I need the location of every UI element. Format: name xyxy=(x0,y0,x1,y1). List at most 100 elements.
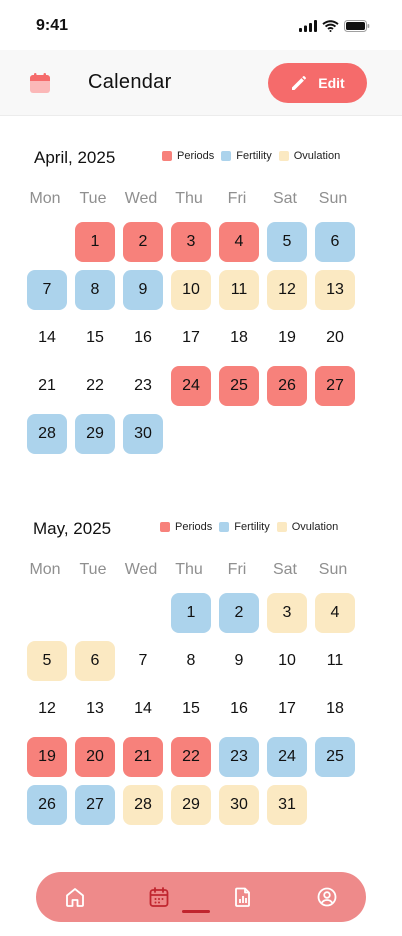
month-may: May, 2025 Periods Fertility Ovulation Mo… xyxy=(0,519,402,839)
calendar-day[interactable]: 18 xyxy=(230,329,248,346)
weekday-label: Mon xyxy=(29,190,61,207)
calendar-day[interactable]: 4 xyxy=(315,593,355,633)
calendar-day[interactable]: 23 xyxy=(134,377,152,394)
status-time: 9:41 xyxy=(36,17,69,34)
legend-fertility-label: Fertility xyxy=(234,521,270,533)
calendar-icon xyxy=(149,887,169,907)
calendar-day[interactable]: 29 xyxy=(171,785,211,825)
status-icons xyxy=(299,20,370,32)
calendar-day[interactable]: 11 xyxy=(326,652,344,669)
month-april: April, 2025 Periods Fertility Ovulation … xyxy=(0,148,402,468)
calendar-day[interactable]: 12 xyxy=(38,700,56,717)
calendar-day[interactable]: 11 xyxy=(219,270,259,310)
weekday-label: Sat xyxy=(272,561,297,578)
calendar-day[interactable]: 27 xyxy=(315,366,355,406)
calendar-day[interactable]: 29 xyxy=(75,414,115,454)
weekday-label: Mon xyxy=(29,561,61,578)
legend-periods: Periods xyxy=(162,150,214,162)
legend: Periods Fertility Ovulation xyxy=(162,150,340,162)
calendar-day[interactable]: 14 xyxy=(38,329,56,346)
calendar-day[interactable]: 19 xyxy=(278,329,296,346)
calendar-day[interactable]: 2 xyxy=(123,222,163,262)
calendar-day[interactable]: 23 xyxy=(219,737,259,777)
weekday-label: Wed xyxy=(124,190,158,207)
calendar-day[interactable]: 17 xyxy=(182,329,200,346)
calendar-day[interactable]: 20 xyxy=(326,329,344,346)
edit-button-label: Edit xyxy=(318,75,345,91)
calendar-day[interactable]: 28 xyxy=(27,414,67,454)
calendar-day[interactable]: 2 xyxy=(219,593,259,633)
calendar-day[interactable]: 22 xyxy=(86,377,104,394)
calendar-day[interactable]: 28 xyxy=(123,785,163,825)
legend-ovulation: Ovulation xyxy=(278,150,341,162)
weekday-label: Tue xyxy=(79,561,107,578)
nav-active-indicator xyxy=(182,910,210,913)
calendar-day[interactable]: 1 xyxy=(171,593,211,633)
calendar-day[interactable]: 15 xyxy=(182,700,200,717)
calendar-day[interactable]: 13 xyxy=(86,700,104,717)
home-icon xyxy=(66,888,84,907)
calendar-day[interactable]: 21 xyxy=(38,377,56,394)
legend-ovulation-label: Ovulation xyxy=(291,521,339,533)
calendar-day[interactable]: 7 xyxy=(138,652,148,669)
edit-button[interactable]: Edit xyxy=(268,63,367,103)
nav-report[interactable] xyxy=(231,885,255,909)
calendar-day[interactable]: 9 xyxy=(234,652,244,669)
calendar-day[interactable]: 12 xyxy=(267,270,307,310)
calendar-day[interactable]: 14 xyxy=(134,700,152,717)
legend-fertility: Fertility xyxy=(221,150,272,162)
weekday-label: Fri xyxy=(227,190,247,207)
page-title: Calendar xyxy=(88,71,172,93)
calendar-day[interactable]: 7 xyxy=(27,270,67,310)
calendar-day[interactable]: 4 xyxy=(219,222,259,262)
legend-ovulation-label: Ovulation xyxy=(293,150,341,162)
calendar-day[interactable]: 13 xyxy=(315,270,355,310)
calendar-day[interactable]: 16 xyxy=(134,329,152,346)
calendar-day[interactable]: 17 xyxy=(278,700,296,717)
bottom-nav xyxy=(36,872,366,922)
calendar-day[interactable]: 24 xyxy=(267,737,307,777)
calendar-day[interactable]: 25 xyxy=(219,366,259,406)
fertility-swatch xyxy=(221,151,232,161)
legend-fertility: Fertility xyxy=(219,521,270,533)
calendar-day[interactable]: 3 xyxy=(171,222,211,262)
weekday-label: Tue xyxy=(79,190,107,207)
report-icon xyxy=(235,887,250,907)
calendar-day[interactable]: 30 xyxy=(123,414,163,454)
calendar-day[interactable]: 31 xyxy=(267,785,307,825)
nav-home[interactable] xyxy=(63,885,87,909)
calendar-day[interactable]: 30 xyxy=(219,785,259,825)
nav-profile[interactable] xyxy=(315,885,339,909)
calendar-day[interactable]: 9 xyxy=(123,270,163,310)
calendar-day[interactable]: 15 xyxy=(86,329,104,346)
calendar-day[interactable]: 1 xyxy=(75,222,115,262)
legend-fertility-label: Fertility xyxy=(236,150,272,162)
calendar-day[interactable]: 26 xyxy=(27,785,67,825)
calendar-day[interactable]: 16 xyxy=(230,700,248,717)
calendar-day[interactable]: 27 xyxy=(75,785,115,825)
calendar-day[interactable]: 8 xyxy=(75,270,115,310)
calendar-day[interactable]: 5 xyxy=(267,222,307,262)
calendar-day[interactable]: 3 xyxy=(267,593,307,633)
calendar-day[interactable]: 5 xyxy=(27,641,67,681)
month-title: May, 2025 xyxy=(33,519,112,538)
calendar-day[interactable]: 6 xyxy=(75,641,115,681)
calendar-day[interactable]: 19 xyxy=(27,737,67,777)
calendar-day[interactable]: 10 xyxy=(171,270,211,310)
calendar-day[interactable]: 10 xyxy=(278,652,296,669)
calendar-day[interactable]: 6 xyxy=(315,222,355,262)
calendar-day[interactable]: 25 xyxy=(315,737,355,777)
legend-periods-label: Periods xyxy=(175,521,213,533)
calendar-day[interactable]: 22 xyxy=(171,737,211,777)
weekday-label: Thu xyxy=(175,190,203,207)
calendar-day[interactable]: 21 xyxy=(123,737,163,777)
nav-calendar[interactable] xyxy=(147,885,171,909)
calendar-day[interactable]: 26 xyxy=(267,366,307,406)
legend-ovulation: Ovulation xyxy=(276,521,339,533)
calendar-day[interactable]: 8 xyxy=(186,652,196,669)
calendar-day[interactable]: 20 xyxy=(75,737,115,777)
calendar-day[interactable]: 24 xyxy=(171,366,211,406)
calendar-day[interactable]: 18 xyxy=(326,700,344,717)
calendar-icon xyxy=(30,73,50,93)
signal-icon xyxy=(299,20,317,32)
